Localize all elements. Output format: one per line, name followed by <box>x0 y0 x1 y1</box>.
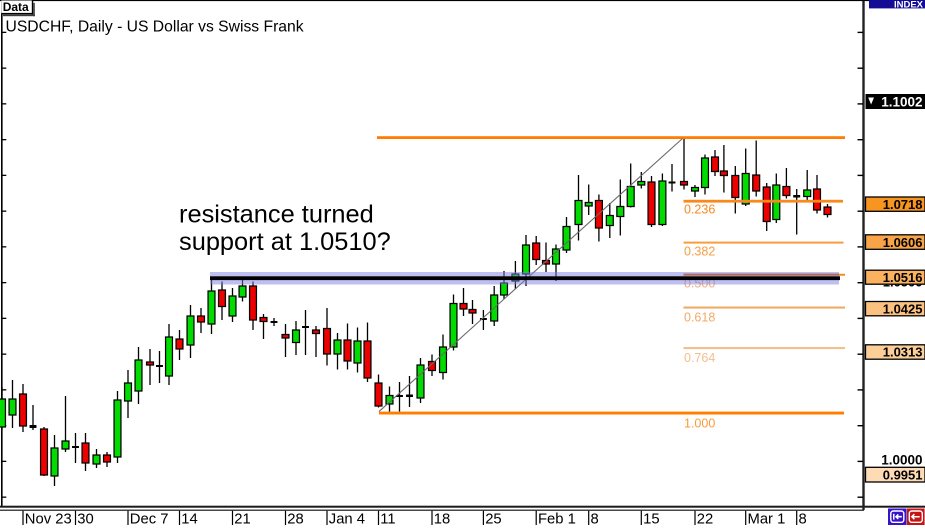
svg-text:Dec 7: Dec 7 <box>130 512 169 525</box>
svg-text:8: 8 <box>799 512 807 525</box>
svg-text:25: 25 <box>485 512 501 525</box>
svg-text:Mar 1: Mar 1 <box>748 512 786 525</box>
svg-text:8: 8 <box>591 512 599 525</box>
svg-text:1.000: 1.000 <box>684 416 715 430</box>
svg-text:USDCHF, Daily - US Dollar vs S: USDCHF, Daily - US Dollar vs Swiss Frank <box>6 19 304 36</box>
svg-text:0.618: 0.618 <box>684 311 715 325</box>
svg-text:Data: Data <box>3 0 29 14</box>
svg-text:resistance turned: resistance turned <box>179 201 374 229</box>
svg-text:Jan 4: Jan 4 <box>329 512 365 525</box>
svg-text:1.0516: 1.0516 <box>883 270 923 285</box>
svg-text:14: 14 <box>181 512 197 525</box>
svg-text:30: 30 <box>77 512 93 525</box>
svg-text:0.236: 0.236 <box>684 203 715 217</box>
svg-text:11: 11 <box>380 512 395 525</box>
svg-text:1.0718: 1.0718 <box>883 197 923 212</box>
svg-text:1.1002: 1.1002 <box>881 94 922 109</box>
svg-text:15: 15 <box>643 512 659 525</box>
svg-text:21: 21 <box>234 512 250 525</box>
svg-text:0.764: 0.764 <box>684 351 715 365</box>
svg-text:1.0606: 1.0606 <box>883 235 923 250</box>
svg-text:INDEX: INDEX <box>894 0 924 10</box>
svg-text:18: 18 <box>434 512 450 525</box>
svg-text:support at 1.0510?: support at 1.0510? <box>179 228 391 256</box>
svg-text:1.0425: 1.0425 <box>883 301 923 316</box>
svg-text:22: 22 <box>697 512 713 525</box>
svg-text:Nov 23: Nov 23 <box>25 512 72 525</box>
svg-text:0.382: 0.382 <box>684 244 715 258</box>
svg-text:1.0313: 1.0313 <box>883 345 923 360</box>
svg-text:1.0000: 1.0000 <box>881 453 922 468</box>
svg-text:28: 28 <box>287 512 303 525</box>
svg-text:Feb 1: Feb 1 <box>538 512 576 525</box>
svg-text:0.9951: 0.9951 <box>883 467 923 482</box>
